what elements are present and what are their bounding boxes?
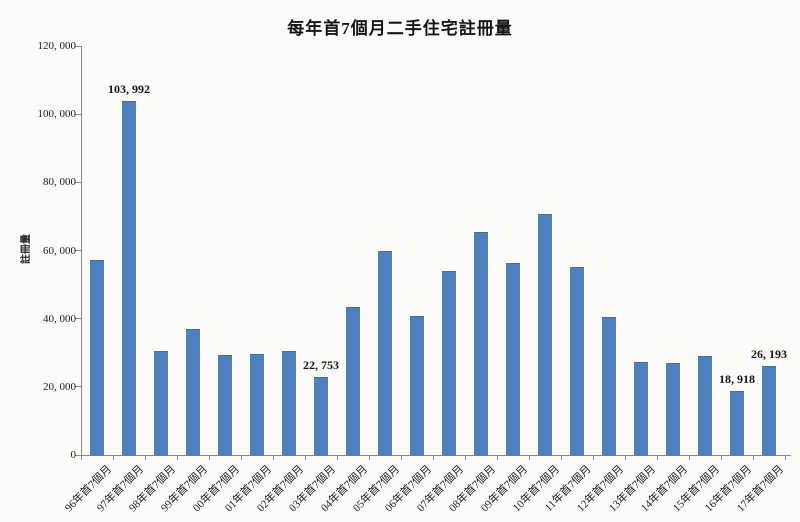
x-axis-tick xyxy=(721,456,722,460)
x-axis-line xyxy=(78,455,791,456)
bar xyxy=(762,365,776,456)
x-axis-tick xyxy=(785,456,786,460)
x-axis-tick xyxy=(689,456,690,460)
bar xyxy=(282,350,296,456)
bar xyxy=(570,267,584,456)
bar xyxy=(538,214,552,456)
y-axis-tick-label: 40, 000 xyxy=(43,312,76,325)
x-axis-tick xyxy=(273,456,274,460)
y-axis-tick xyxy=(75,113,81,115)
bar xyxy=(90,260,104,456)
x-axis-tick xyxy=(433,456,434,460)
x-axis-tick xyxy=(369,456,370,460)
y-axis-tick-label: 80, 000 xyxy=(43,176,76,189)
bar-value-label: 103, 992 xyxy=(108,81,150,96)
x-axis-tick xyxy=(145,456,146,460)
y-axis-tick-label: 100, 000 xyxy=(37,108,77,121)
bar xyxy=(474,232,488,456)
bar xyxy=(634,361,648,456)
x-axis-tick xyxy=(497,456,498,460)
bar xyxy=(506,263,520,456)
y-axis-tick xyxy=(75,181,81,183)
bar xyxy=(730,390,744,456)
bar xyxy=(378,250,392,456)
x-axis-tick xyxy=(465,456,466,460)
x-axis-tick xyxy=(177,456,178,460)
bar xyxy=(346,306,360,456)
y-axis-tick xyxy=(75,250,81,251)
bar xyxy=(602,316,616,456)
y-axis-tick-label: 20, 000 xyxy=(43,380,76,393)
y-axis-tick-label: 60, 000 xyxy=(43,244,76,257)
x-axis-tick xyxy=(337,456,338,460)
bar xyxy=(218,355,232,456)
y-axis-tick xyxy=(75,318,81,320)
x-axis-tick xyxy=(113,456,114,460)
bar-value-label: 22, 753 xyxy=(303,358,339,373)
bar xyxy=(442,270,456,456)
x-axis-tick xyxy=(209,456,210,460)
x-axis-tick xyxy=(561,456,562,460)
x-axis-tick xyxy=(529,456,530,460)
bar xyxy=(698,356,712,456)
x-axis-tick xyxy=(81,456,82,460)
x-axis-tick xyxy=(657,456,658,460)
bar xyxy=(154,350,168,456)
bar xyxy=(186,328,200,456)
x-axis-tick xyxy=(593,456,594,460)
bar-value-label: 18, 918 xyxy=(719,371,755,386)
x-axis-tick xyxy=(401,456,402,460)
x-axis-tick xyxy=(241,456,242,460)
x-axis-tick xyxy=(753,456,754,460)
bar xyxy=(666,363,680,456)
bar xyxy=(410,315,424,456)
x-axis-tick xyxy=(625,456,626,460)
bar xyxy=(314,377,328,456)
y-axis-tick xyxy=(75,386,81,388)
x-axis-tick xyxy=(305,456,306,460)
y-axis-tick-label: 0 xyxy=(70,449,77,461)
bar-value-label: 26, 193 xyxy=(751,346,787,361)
bar xyxy=(122,100,136,456)
bar xyxy=(250,354,264,456)
y-axis-tick xyxy=(75,45,81,47)
y-axis-line xyxy=(81,46,82,456)
y-axis-tick-label: 120, 000 xyxy=(37,40,77,52)
chart-title: 每年首7個月二手住宅註冊量 xyxy=(287,19,513,38)
